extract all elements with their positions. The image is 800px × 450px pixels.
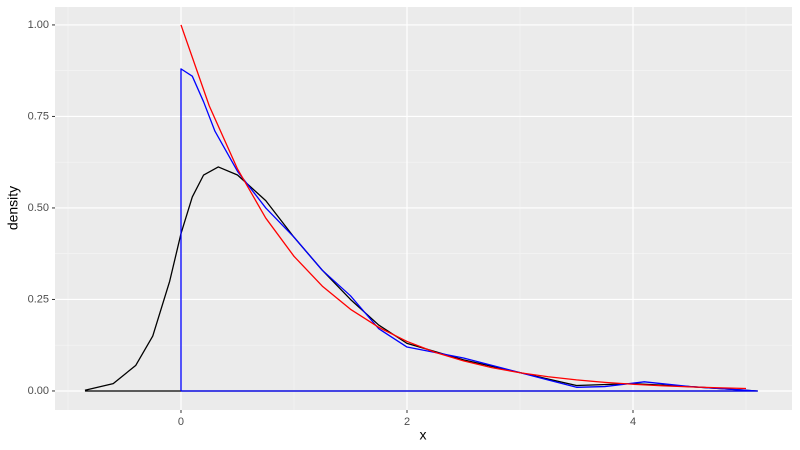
y-axis-title: density xyxy=(5,186,21,230)
y-tick-label: 0.50 xyxy=(28,202,49,214)
x-tick-label: 4 xyxy=(630,416,636,428)
x-axis-title: x xyxy=(420,427,427,443)
density-line xyxy=(180,24,747,390)
y-tick-label: 1.00 xyxy=(28,19,49,31)
x-tick-label: 0 xyxy=(178,416,184,428)
density-line xyxy=(180,68,758,392)
y-tick-label: 0.75 xyxy=(28,110,49,122)
y-tick-label: 0.25 xyxy=(28,293,49,305)
x-tick-label: 2 xyxy=(404,416,410,428)
y-tick-label: 0.00 xyxy=(28,385,49,397)
